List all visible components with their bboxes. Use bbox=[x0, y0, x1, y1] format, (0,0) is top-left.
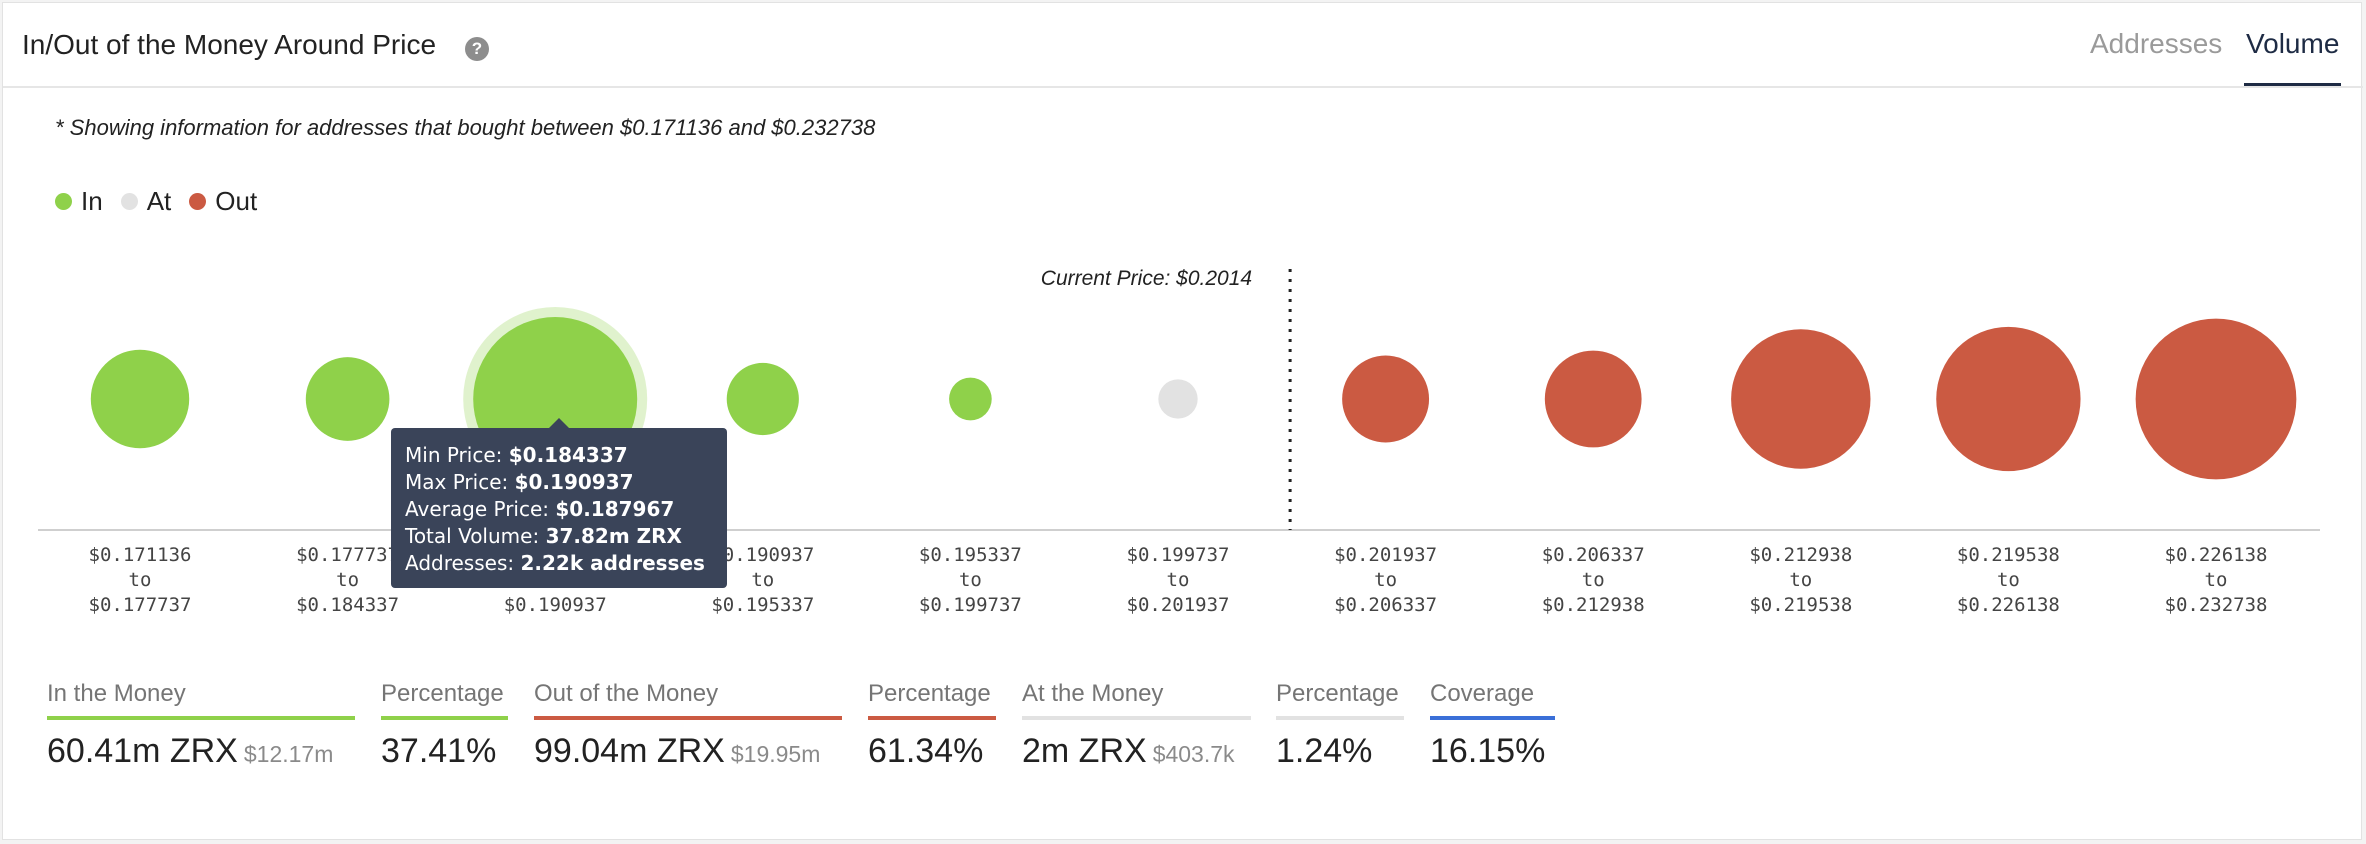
stat-bar bbox=[47, 716, 355, 720]
tooltip-average-price: Average Price: $0.187967 bbox=[405, 497, 675, 521]
legend-item-out[interactable]: Out bbox=[189, 186, 257, 217]
tick-label-to-word: to bbox=[1789, 569, 1812, 591]
legend-dot-at bbox=[120, 192, 138, 210]
tick-label-from: $0.219538 bbox=[1957, 544, 2060, 566]
chart-legend: In At Out bbox=[55, 185, 275, 217]
tick-label-to: $0.177737 bbox=[89, 594, 192, 616]
stat-label: Coverage bbox=[1430, 680, 1535, 707]
tick-label-from: $0.206337 bbox=[1542, 544, 1645, 566]
bubble-tooltip: Min Price: $0.184337 Max Price: $0.19093… bbox=[391, 418, 727, 588]
stat-bar bbox=[381, 716, 508, 720]
bubble-chart: Current Price: $0.2014 $0.171136 to $0.1777… bbox=[38, 267, 2320, 616]
tick-label-from: $0.212938 bbox=[1749, 544, 1852, 566]
tick-label-to-word: to bbox=[2205, 569, 2228, 591]
tick-label-to: $0.195337 bbox=[711, 594, 814, 616]
tick-label-to-word: to bbox=[1167, 569, 1190, 591]
stat-bar bbox=[1430, 716, 1555, 720]
tick-label-to: $0.190937 bbox=[504, 594, 607, 616]
stat-value: 60.41m ZRX $12.17m bbox=[47, 732, 334, 770]
stat-label: Out of the Money bbox=[534, 680, 719, 707]
tooltip-total-volume: Total Volume: 37.82m ZRX bbox=[405, 524, 682, 548]
tick-label-to: $0.226138 bbox=[1957, 594, 2060, 616]
tick-label-to: $0.201937 bbox=[1127, 594, 1230, 616]
bubble-in[interactable] bbox=[305, 357, 390, 441]
bubble-out[interactable] bbox=[2135, 318, 2297, 480]
tooltip-addresses: Addresses: 2.22k addresses bbox=[405, 551, 705, 575]
tick-label-from: $0.199737 bbox=[1127, 544, 1230, 566]
bubble-at[interactable] bbox=[1158, 379, 1198, 419]
summary-stats: In the Money 60.41m ZRX $12.17m Percentag… bbox=[0, 680, 2360, 800]
legend-item-in[interactable]: In bbox=[55, 186, 103, 217]
tick-label-from: $0.171136 bbox=[89, 544, 192, 566]
tick-label-to: $0.199737 bbox=[919, 594, 1022, 616]
stat-value: 1.24% bbox=[1276, 732, 1373, 770]
tick-label-to-word: to bbox=[129, 569, 152, 591]
bubble-in[interactable] bbox=[90, 349, 190, 449]
tab-addresses[interactable]: Addresses bbox=[2090, 28, 2223, 59]
bubble-in[interactable] bbox=[949, 377, 992, 421]
stat-out-percentage: Percentage 61.34% bbox=[868, 680, 996, 771]
tick-label-to: $0.212938 bbox=[1542, 594, 1645, 616]
stat-bar bbox=[1022, 716, 1251, 720]
stat-label: In the Money bbox=[47, 680, 186, 707]
stat-label: Percentage bbox=[1276, 680, 1399, 707]
tick-label-to-word: to bbox=[959, 569, 982, 591]
tab-volume[interactable]: Volume bbox=[2246, 28, 2340, 59]
tick-label-to: $0.219538 bbox=[1749, 594, 1852, 616]
tick-label-from: $0.190937 bbox=[711, 544, 814, 566]
stat-value: 16.15% bbox=[1430, 732, 1546, 770]
legend-label-at: At bbox=[146, 185, 172, 216]
tick-label-to-word: to bbox=[1374, 569, 1397, 591]
tooltip-min-price: Min Price: $0.184337 bbox=[405, 443, 628, 467]
tick-label-to: $0.206337 bbox=[1334, 594, 1437, 616]
stat-at-percentage: Percentage 1.24% bbox=[1276, 680, 1404, 771]
tick-label-to-word: to bbox=[1582, 569, 1605, 591]
stat-coverage: Coverage 16.15% bbox=[1430, 680, 1555, 771]
legend-label-out: Out bbox=[215, 185, 258, 216]
stat-bar bbox=[534, 716, 842, 720]
current-price-label: Current Price: $0.2014 bbox=[1041, 267, 1252, 290]
legend-dot-out bbox=[189, 192, 207, 210]
stat-label: Percentage bbox=[868, 680, 991, 707]
legend-label-in: In bbox=[81, 185, 103, 216]
stat-value: 99.04m ZRX $19.95m bbox=[534, 732, 821, 770]
active-tab-indicator bbox=[2244, 83, 2341, 86]
tick-label-to-word: to bbox=[336, 569, 359, 591]
bubble-out[interactable] bbox=[1731, 329, 1871, 469]
tick-label-from: $0.177737 bbox=[296, 544, 399, 566]
bubble-out[interactable] bbox=[1544, 350, 1642, 448]
tick-label-from: $0.201937 bbox=[1334, 544, 1437, 566]
legend-dot-in bbox=[55, 192, 72, 210]
tick-label-from: $0.226138 bbox=[2165, 544, 2268, 566]
tick-label-from: $0.195337 bbox=[919, 544, 1022, 566]
help-icon[interactable]: ? bbox=[465, 37, 489, 61]
stat-value: 61.34% bbox=[868, 732, 984, 770]
tick-label-to-word: to bbox=[751, 569, 774, 591]
tooltip-max-price: Max Price: $0.190937 bbox=[405, 470, 634, 494]
stat-in-percentage: Percentage 37.41% bbox=[381, 680, 508, 771]
tick-label-to: $0.232738 bbox=[2165, 594, 2268, 616]
stat-in-the-money: In the Money 60.41m ZRX $12.17m bbox=[47, 680, 355, 771]
stat-bar bbox=[1276, 716, 1404, 720]
stat-bar bbox=[868, 716, 996, 720]
card-title: In/Out of the Money Around Price bbox=[22, 29, 437, 60]
bubble-out[interactable] bbox=[1342, 355, 1430, 443]
bubble-in[interactable] bbox=[726, 362, 799, 436]
stat-label: Percentage bbox=[381, 680, 504, 707]
stat-at-the-money: At the Money 2m ZRX $403.7k bbox=[1022, 680, 1251, 771]
stat-value: 37.41% bbox=[381, 732, 497, 770]
stat-label: At the Money bbox=[1022, 680, 1164, 707]
range-note: * Showing information for addresses that… bbox=[55, 115, 876, 140]
stat-value: 2m ZRX $403.7k bbox=[1022, 732, 1235, 770]
legend-item-at[interactable]: At bbox=[120, 185, 172, 217]
stat-out-of-the-money: Out of the Money 99.04m ZRX $19.95m bbox=[534, 680, 842, 771]
card-header: In/Out of the Money Around Price ? Addre… bbox=[3, 3, 2363, 88]
bubble-out[interactable] bbox=[1936, 326, 2081, 472]
tick-label-to-word: to bbox=[1997, 569, 2020, 591]
tick-label-to: $0.184337 bbox=[296, 594, 399, 616]
